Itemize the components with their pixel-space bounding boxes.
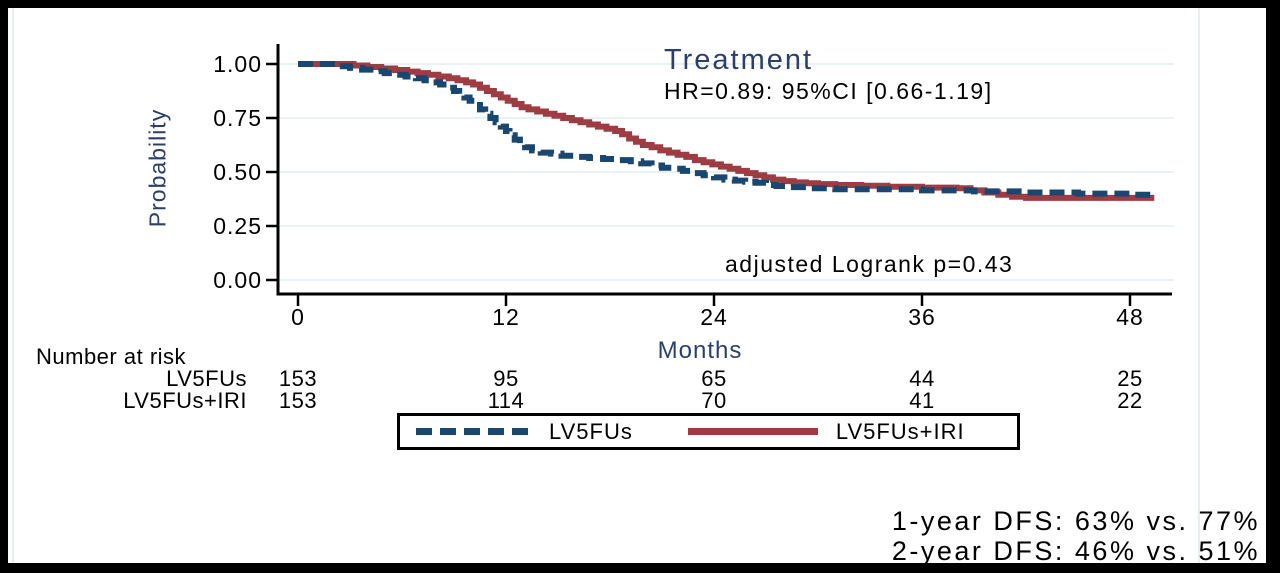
x-tick-label: 12 xyxy=(492,304,520,330)
region-border-right xyxy=(1198,8,1200,563)
axes xyxy=(276,44,1172,296)
number-at-risk-header: Number at risk xyxy=(36,344,187,369)
chart-title: Treatment xyxy=(664,44,814,76)
y-tick-marks xyxy=(266,62,277,282)
risk-row-label-lv5fus: LV5FUs xyxy=(166,366,247,391)
footnote-2year-dfs: 2-year DFS: 46% vs. 51% xyxy=(891,536,1260,566)
horizontal-gridlines xyxy=(280,63,1174,281)
risk-count: 153 xyxy=(278,366,318,391)
hazard-ratio-annotation: HR=0.89: 95%CI [0.66-1.19] xyxy=(664,78,993,104)
legend-box: LV5FUs LV5FUs+IRI xyxy=(397,413,1020,450)
dfs-footnotes: 1-year DFS: 63% vs. 77% 2-year DFS: 46% … xyxy=(892,506,1260,566)
risk-count: 65 xyxy=(701,366,727,391)
y-tick-label: 0.50 xyxy=(213,159,262,185)
region-border-left xyxy=(12,8,14,563)
y-tick-label: 1.00 xyxy=(213,51,262,77)
x-axis-label: Months xyxy=(657,337,743,364)
risk-count: 153 xyxy=(278,388,318,413)
legend-label-lv5fus: LV5FUs xyxy=(549,418,633,444)
y-tick-label: 0.00 xyxy=(213,267,262,293)
x-tick-label: 0 xyxy=(291,304,305,330)
survival-curves xyxy=(298,61,1155,201)
risk-count: 95 xyxy=(493,366,519,391)
risk-count: 25 xyxy=(1117,366,1143,391)
risk-count: 22 xyxy=(1117,388,1143,413)
logrank-annotation: adjusted Logrank p=0.43 xyxy=(725,251,1014,277)
y-tick-label: 0.75 xyxy=(213,105,262,131)
risk-count: 44 xyxy=(909,366,935,391)
risk-count: 41 xyxy=(909,388,935,413)
footnote-1year-dfs: 1-year DFS: 63% vs. 77% xyxy=(891,506,1260,536)
x-tick-marks xyxy=(296,295,1132,306)
x-tick-label: 36 xyxy=(908,304,936,330)
y-axis-label: Probability xyxy=(144,108,171,228)
risk-count: 114 xyxy=(487,388,525,413)
risk-count: 70 xyxy=(701,388,727,413)
legend-label-lv5fus-iri: LV5FUs+IRI xyxy=(835,418,965,444)
risk-row-label-lv5fus-iri: LV5FUs+IRI xyxy=(123,388,247,413)
x-tick-label: 24 xyxy=(700,304,728,330)
km-curve-lv5fus xyxy=(298,61,1155,198)
legend-line-sample-lv5fus-iri xyxy=(687,428,818,435)
x-tick-label: 48 xyxy=(1116,304,1144,330)
km-curve-lv5fus-iri xyxy=(298,61,1155,201)
y-tick-label: 0.25 xyxy=(213,213,262,239)
legend-line-sample-lv5fus xyxy=(416,428,531,435)
